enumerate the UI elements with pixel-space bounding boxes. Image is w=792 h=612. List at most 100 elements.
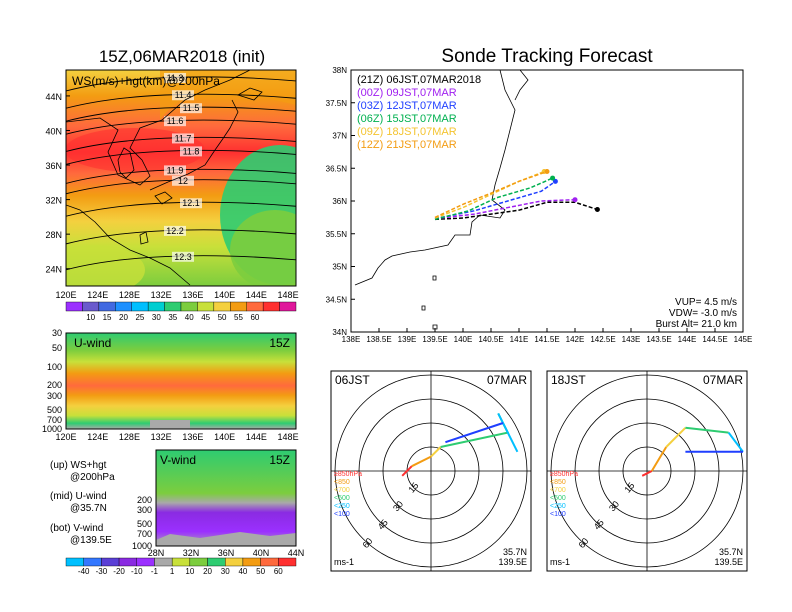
height-contour-label: 11.6 [167,116,184,126]
ws-colorbar-swatch [164,301,182,312]
contour-label-bg [164,72,186,83]
height-contour-label: 12.1 [182,198,200,208]
hodograph-layer-legend: <850 [334,479,350,486]
track-lat-tick-label: 35N [332,263,347,272]
track-series-line [434,177,553,221]
ws-colorbar-label: 15 [103,313,112,322]
track-annotation: VDW= -3.0 m/s [669,308,737,319]
ws-colorbar-swatch [115,301,132,312]
uv-colorbar-swatch [136,557,155,567]
hodograph-layer-line [641,470,653,477]
uv-colorbar-label: 20 [203,567,212,576]
uv-colorbar-label: 1 [170,567,175,576]
hodograph-layer-line [497,412,519,453]
hodograph-layer-line [665,427,687,448]
hodograph-layer-legend: <100 [550,511,566,518]
hodograph-layer-line [411,455,432,468]
track-lon-tick-label: 143.5E [646,335,671,344]
u-wind-field [66,333,296,429]
track-lat-tick-label: 34N [332,328,347,337]
height-contour-label: 11.4 [175,90,192,100]
u-lon-axis: 120E 124E 128E 132E 136E 140E 144E 148E [55,432,298,442]
ws-colorbar-swatch [197,301,215,312]
left-legend-line: @35.7N [70,503,107,514]
track-lon-tick-label: 141.5E [534,335,559,344]
ws-colorbar-label: 55 [234,313,243,322]
ws-colorbar-swatch [213,301,231,312]
left-main-title: 15Z,06MAR2018 (init) [99,47,265,66]
contour-label-bg [164,225,186,236]
hodograph-layer-line [401,465,413,477]
uv-colorbar-label: 30 [221,567,230,576]
hodograph-lon: 139.5E [498,557,527,567]
hodograph-layer-line [445,422,504,444]
track-lon-tick-label: 144E [678,335,697,344]
track-lat-tick-label: 38N [332,66,347,75]
contour-label-bg [164,116,186,127]
hodograph-layer-line [430,446,442,458]
u-pressure-tick-label: 500 [47,405,62,415]
height-contour-label: 11.9 [167,165,184,175]
track-burst-point [552,178,558,184]
uv-colorbar-label: 40 [238,567,247,576]
height-contour-line [66,93,296,109]
height-contour-line [66,106,296,122]
ws-map-frame [65,69,297,287]
left-legend-line: (mid) U-wind [50,491,107,502]
track-title: Sonde Tracking Forecast [441,46,653,67]
height-contour-line [66,149,296,165]
height-contour-line [66,179,296,195]
u-pressure-tick-label: 100 [47,362,62,372]
v-wind-time: 15Z [269,453,290,467]
uv-colorbar-swatch [171,557,191,567]
track-series-line [434,170,548,219]
hodograph-lon: 139.5E [714,557,743,567]
track-series-line [434,170,545,219]
ws-colorbar-swatch [147,301,165,312]
ws-colorbar-label: 25 [135,313,144,322]
contour-label-bg [172,90,194,101]
track-lon-tick-label: 145E [734,335,753,344]
u-wind-frame [65,332,297,430]
hodograph-ring-label: 60 [360,536,374,550]
track-legend-entry: (09Z) 18JST,07MAR [357,126,457,138]
contour-label-bg [172,175,194,186]
ws-colorbar-swatch [98,301,116,312]
ws-lat-tick-label: 36N [45,161,62,171]
hodograph-date: 07MAR [703,373,743,387]
contour-label-bg [180,146,202,157]
track-lat-tick-label: 36N [332,197,347,206]
track-legend-entry: (12Z) 21JST,07MAR [357,139,457,151]
uv-colorbar-swatch [189,557,208,567]
ws-colorbar-label: 35 [168,313,177,322]
ws-colorbar: 10 15 20 25 30 35 40 45 50 55 60 [65,301,297,322]
v-wind-field [156,450,296,546]
uv-colorbar-label: -20 [113,567,125,576]
track-lon-tick-label: 142.5E [590,335,615,344]
track-lon-tick-label: 140E [454,335,473,344]
u-pressure-tick-label: 200 [47,380,62,390]
hodograph-ring-label: 15 [622,481,636,495]
ws-lon-tick-label: 132E [151,290,172,300]
ws-lon-tick-label: 144E [246,290,267,300]
uv-colorbar-swatch [154,557,173,567]
height-contour-line [66,255,296,271]
ws-lon-tick-label: 128E [119,290,140,300]
track-lat-tick-label: 34.5N [326,295,348,304]
u-wind-title: U-wind [74,336,111,350]
track-legend-entry: (00Z) 09JST,07MAR [357,87,457,99]
ws-colorbar-label: 10 [86,313,95,322]
track-legend-entry: (06Z) 15JST,07MAR [357,113,457,125]
track-lat-tick-label: 36.5N [326,164,348,173]
track-lon-tick-label: 139E [398,335,417,344]
ws-colorbar-label: 50 [218,313,227,322]
track-legend-entry: (03Z) 12JST,07MAR [357,100,457,112]
ws-colorbar-swatch [131,301,149,312]
v-pressure-tick-label: 700 [137,529,152,539]
hodograph-layer-legend: <700 [550,487,566,494]
track-lon-tick-label: 143E [622,335,641,344]
track-lat-tick-label: 35.5N [326,230,348,239]
